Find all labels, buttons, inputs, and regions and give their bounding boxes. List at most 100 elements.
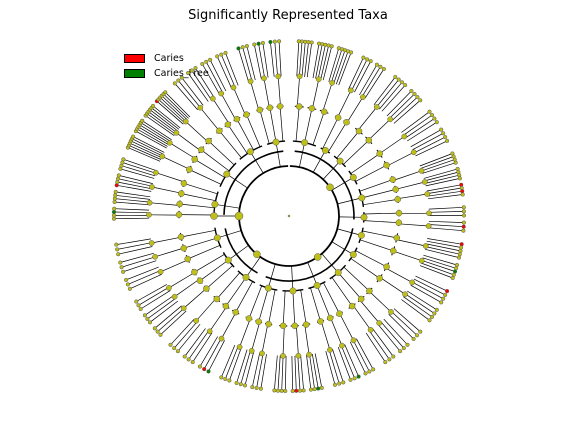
- tree-branch: [325, 351, 336, 385]
- order-node: [383, 263, 390, 271]
- leaf-node: [236, 46, 241, 51]
- order-node: [343, 118, 350, 126]
- leaf-node: [341, 380, 346, 385]
- tree-branch: [260, 354, 267, 389]
- tree-branch: [220, 93, 237, 120]
- class-node: [242, 273, 250, 281]
- tree-branch: [428, 211, 464, 213]
- leaf-node: [115, 176, 121, 181]
- leaf-node: [401, 346, 406, 351]
- tree-branch: [183, 288, 207, 309]
- tree-branch: [228, 245, 249, 261]
- leaf-node: [258, 386, 263, 391]
- tree-branch: [377, 323, 401, 352]
- leaf-node: [113, 189, 118, 194]
- tree-branch: [363, 212, 400, 215]
- leaf-node: [250, 385, 255, 390]
- leaf-node: [190, 360, 195, 365]
- tree-branch: [419, 153, 453, 167]
- tree-branch: [355, 250, 387, 268]
- leaf-node: [115, 179, 120, 185]
- tree-branch: [245, 256, 261, 278]
- tree-branch: [192, 332, 213, 363]
- tree-branch: [117, 178, 153, 187]
- tree-branch: [131, 138, 164, 155]
- tree-branch: [157, 308, 185, 332]
- tree-branch: [393, 100, 421, 124]
- tree-branch: [304, 324, 310, 355]
- leaf-node: [113, 193, 118, 198]
- leaf-node: [158, 332, 163, 337]
- phylum-node: [313, 253, 322, 261]
- tree-branch: [183, 237, 218, 249]
- tree-branch: [419, 265, 453, 279]
- leaf-node: [242, 383, 248, 388]
- tree-branch: [129, 142, 162, 159]
- leaf-node: [142, 313, 147, 318]
- leaf-node: [283, 388, 288, 394]
- leaf-node: [111, 213, 117, 218]
- tree-branch: [214, 203, 240, 209]
- tree-branch: [410, 284, 442, 303]
- tree-branch: [292, 290, 296, 326]
- tree-branch: [146, 113, 176, 135]
- family-node: [402, 291, 408, 298]
- order-node: [390, 247, 397, 255]
- tree-branch: [216, 56, 232, 89]
- tree-branch: [154, 305, 182, 329]
- leaf-node: [332, 382, 338, 387]
- leaf-node: [352, 376, 357, 381]
- family-node: [166, 285, 172, 291]
- tree-branch: [322, 46, 333, 81]
- leaf-node: [434, 120, 439, 125]
- tree-branch: [116, 238, 151, 245]
- leaf-node: [234, 380, 239, 386]
- tree-branch: [199, 336, 219, 367]
- tree-branch: [297, 355, 301, 391]
- leaf-node: [461, 213, 467, 218]
- tree-branch: [405, 293, 435, 314]
- family-node: [327, 347, 333, 353]
- leaf-node: [412, 91, 417, 97]
- order-node: [389, 176, 397, 183]
- leaf-node: [299, 39, 305, 44]
- tree-branch: [148, 111, 177, 133]
- leaf-node: [450, 275, 455, 281]
- legend-swatch-caries-free: [124, 69, 145, 78]
- leaf-node: [112, 206, 117, 211]
- tree-branch: [151, 186, 182, 194]
- tree-branch: [195, 298, 217, 322]
- tree-branch: [281, 355, 284, 391]
- family-node: [373, 104, 380, 110]
- leaf-node: [182, 354, 187, 359]
- tree-branch: [368, 119, 391, 141]
- tree-branch: [274, 355, 278, 391]
- tree-branch: [391, 96, 418, 122]
- leaf-node: [439, 127, 444, 132]
- family-node: [387, 116, 394, 123]
- leaf-node: [114, 242, 119, 247]
- tree-branch: [138, 287, 169, 306]
- tree-branch: [184, 328, 206, 357]
- tree-branch: [169, 142, 196, 159]
- tree-branch: [339, 313, 354, 341]
- tree-branch: [144, 295, 174, 316]
- tree-branch: [372, 328, 394, 357]
- tree-branch: [291, 265, 294, 291]
- tree-branch: [212, 98, 230, 124]
- family-node: [418, 257, 425, 264]
- tree-branch: [351, 59, 368, 91]
- class-node: [321, 146, 329, 154]
- tree-branch: [188, 330, 209, 360]
- tree-branch: [233, 87, 246, 116]
- tree-branch: [279, 106, 284, 142]
- tree-branch: [420, 156, 454, 169]
- tree-branch: [209, 306, 227, 332]
- class-node: [334, 269, 342, 277]
- order-node: [334, 114, 342, 121]
- leaf-node: [114, 183, 119, 188]
- tree-branch: [275, 142, 281, 167]
- family-node: [259, 350, 265, 357]
- tree-branch: [300, 290, 307, 325]
